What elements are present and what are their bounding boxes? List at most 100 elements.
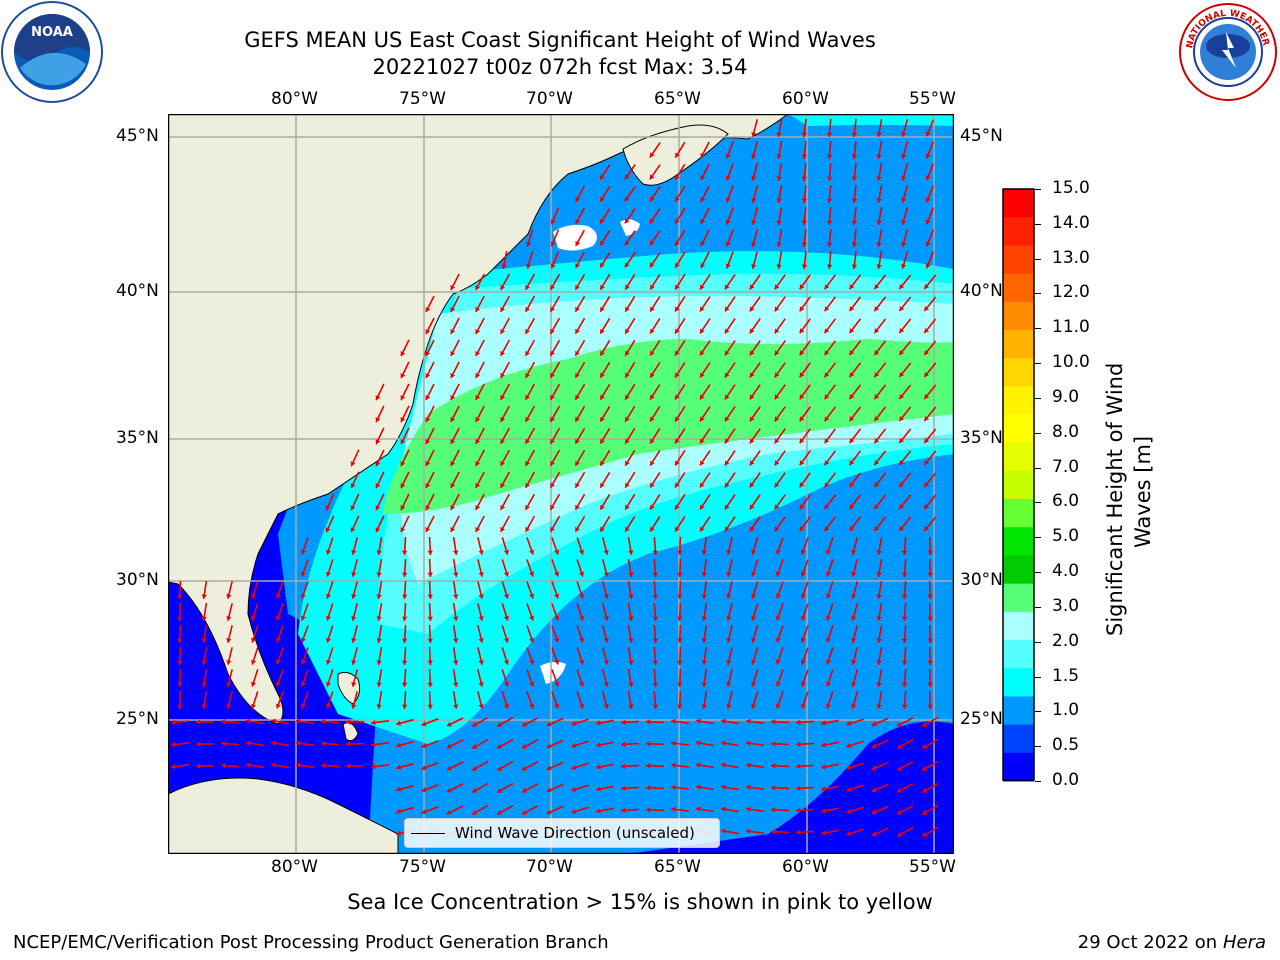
wind-arrow-head — [625, 394, 630, 400]
footer-date-text: 29 Oct 2022 on — [1077, 932, 1218, 953]
lat-label-left-40n: 40°N — [116, 281, 159, 301]
wind-arrow-head — [675, 394, 680, 400]
wind-arrow-head — [497, 744, 503, 749]
wind-arrow-head — [925, 263, 931, 269]
wind-arrow-head — [546, 787, 552, 793]
colorbar-segment — [1003, 386, 1034, 416]
wind-arrow-head — [776, 220, 782, 225]
wind-arrow-head — [325, 659, 332, 665]
colorbar-segment — [1003, 611, 1034, 641]
wind-arrow-head — [453, 594, 459, 599]
wind-arrow-head — [628, 660, 634, 665]
wind-arrow-head — [201, 616, 207, 621]
wind-arrow-head — [774, 482, 780, 488]
wind-arrow-head — [421, 765, 427, 771]
wind-arrow-head — [675, 196, 680, 202]
wind-arrow-head — [554, 615, 560, 621]
wind-arrow-head — [675, 328, 680, 334]
wind-arrow-head — [899, 416, 905, 422]
wind-arrow-head — [725, 153, 731, 159]
wind-arrow-head — [825, 549, 832, 555]
wind-arrow-head — [275, 593, 281, 599]
wind-arrow-head — [427, 682, 433, 687]
wind-arrow-head — [774, 526, 780, 532]
footer-branch: NCEP/EMC/Verification Post Processing Pr… — [13, 932, 609, 953]
wind-arrow-head — [801, 242, 808, 247]
wind-arrow-head — [874, 372, 880, 378]
wind-arrow-head — [925, 175, 931, 181]
wind-wave-arrows — [170, 118, 939, 838]
wind-arrow-head — [675, 262, 680, 268]
colorbar-tick-label: 1.5 — [1052, 665, 1080, 686]
wind-arrow-head — [625, 350, 630, 356]
wind-arrow-head — [475, 482, 481, 488]
wind-arrow-head — [849, 482, 855, 488]
wind-arrow-head — [874, 504, 880, 510]
wind-arrow-head — [749, 504, 755, 510]
wind-arrow-head — [796, 829, 801, 835]
wind-arrow-head — [402, 594, 408, 599]
wind-arrow-head — [475, 460, 481, 466]
wind-arrow-head — [671, 784, 676, 791]
wind-arrow-head — [600, 218, 605, 224]
wind-arrow-head — [550, 306, 555, 312]
wind-arrow-head — [600, 284, 605, 290]
wind-arrow-head — [478, 594, 484, 599]
wind-arrow-head — [529, 681, 535, 687]
wind-arrow-head — [600, 196, 605, 202]
wind-arrow-head — [546, 809, 552, 815]
wind-arrow-head — [846, 786, 852, 792]
wind-arrow-head — [821, 786, 826, 792]
wind-arrow-head — [924, 393, 930, 399]
wind-arrow-head — [554, 571, 560, 577]
wind-arrow-head — [801, 264, 808, 269]
wind-arrow-head — [650, 482, 655, 488]
wind-arrow-head — [725, 175, 731, 181]
wind-arrow-head — [396, 786, 402, 792]
wind-arrow-head — [550, 284, 555, 290]
wind-arrow-head — [876, 550, 882, 555]
wind-arrow-head — [450, 527, 456, 532]
colorbar-tick-mark — [1035, 676, 1041, 678]
colorbar-tick-label: 8.0 — [1052, 421, 1080, 442]
wind-arrow-head — [571, 764, 577, 771]
colorbar-tick-label: 3.0 — [1052, 595, 1080, 616]
wind-arrow-head — [596, 720, 601, 726]
wind-arrow-head — [725, 219, 731, 225]
wind-arrow-head — [500, 438, 506, 444]
wind-arrow-head — [177, 594, 183, 599]
wind-arrow-head — [226, 615, 232, 621]
colorbar-segment — [1003, 273, 1034, 303]
wind-arrow-head — [724, 350, 730, 356]
wind-arrow-head — [453, 550, 459, 555]
wind-arrow-head — [871, 787, 877, 793]
wind-arrow-head — [871, 721, 877, 727]
wind-arrow-head — [325, 681, 332, 687]
wind-arrow-head — [851, 549, 857, 555]
wind-arrow-head — [924, 459, 930, 465]
wind-arrow-head — [402, 616, 408, 621]
wind-arrow-head — [500, 306, 506, 312]
wind-arrow-head — [196, 763, 201, 769]
wind-arrow-head — [603, 549, 609, 555]
wind-arrow-head — [402, 572, 408, 577]
wind-arrow-head — [600, 394, 605, 400]
wind-arrow-head — [876, 594, 882, 599]
wind-arrow-head — [826, 198, 833, 203]
wave-band-1-0-north — [788, 114, 954, 126]
wind-arrow-head — [899, 482, 905, 488]
wind-arrow-head — [851, 132, 858, 137]
wind-arrow-head — [621, 807, 626, 813]
wind-arrow-head — [475, 350, 481, 356]
lon-label-top-65w: 65°W — [654, 89, 701, 109]
colorbar-segment — [1003, 329, 1034, 359]
wind-arrow-head — [578, 549, 585, 555]
wind-arrow-head — [351, 659, 357, 665]
wind-arrow-head — [724, 526, 730, 532]
wind-arrow-head — [675, 504, 680, 510]
wind-arrow-head — [427, 550, 433, 555]
wind-arrow-head — [799, 350, 805, 356]
wind-arrow-head — [550, 263, 556, 269]
wind-arrow-head — [876, 704, 882, 709]
wind-arrow-head — [503, 593, 509, 599]
